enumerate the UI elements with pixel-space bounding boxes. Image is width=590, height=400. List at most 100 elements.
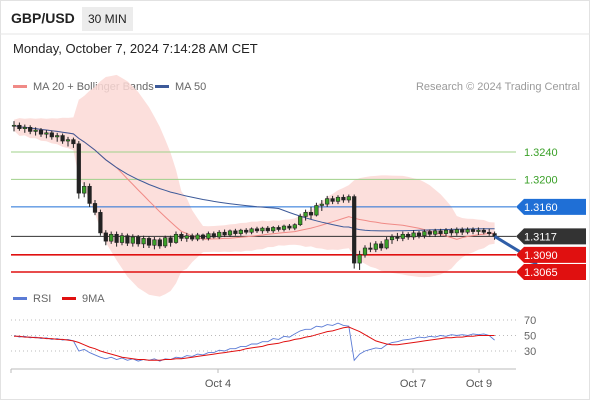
candle-body-up <box>465 229 470 233</box>
candle-body-up <box>400 233 405 239</box>
candle-body-up <box>373 243 378 250</box>
candle <box>254 226 260 233</box>
candle <box>82 182 87 198</box>
candle <box>389 234 395 244</box>
candle-body-down <box>460 229 465 233</box>
candle-body-up <box>443 229 449 234</box>
candle <box>341 194 346 203</box>
candle <box>379 241 384 251</box>
candle <box>92 200 98 216</box>
candle-body-up <box>346 196 351 201</box>
candle-body-down <box>17 124 22 129</box>
candle <box>157 237 162 249</box>
candle-body-up <box>163 237 168 247</box>
price-level-tag <box>516 228 586 245</box>
candle-body-down <box>87 185 92 204</box>
price-level-tag <box>516 198 586 215</box>
candle-body-up <box>44 132 49 135</box>
candle <box>17 122 22 131</box>
candle <box>416 230 422 239</box>
candle <box>136 234 141 247</box>
candle-body-up <box>357 254 362 264</box>
price-level-label: 1.3240 <box>524 147 558 159</box>
candle <box>427 229 432 238</box>
candle-body-down <box>190 235 195 240</box>
candle <box>465 227 470 235</box>
candle-body-up <box>227 230 233 236</box>
candle-body-down <box>136 236 141 245</box>
symbol-title: GBP/USD <box>11 10 75 26</box>
candle-body-up <box>130 236 135 244</box>
rsi-tick-label: 50 <box>524 331 536 343</box>
candle <box>211 231 216 239</box>
candle-body-down <box>244 229 249 233</box>
candle-body-down <box>481 229 486 233</box>
x-tick-label: Oct 7 <box>400 378 426 390</box>
candle-body-down <box>416 232 422 236</box>
candle-body-up <box>65 139 71 142</box>
rsi-panel: 70 50 30 <box>11 315 536 362</box>
candle-body-down <box>330 198 335 202</box>
candle-body-up <box>411 232 416 238</box>
candle-body-down <box>276 227 281 230</box>
candle-body-up <box>433 230 438 235</box>
candle <box>411 230 416 240</box>
candle <box>195 232 200 242</box>
candle <box>249 227 254 235</box>
chart-header: GBP/USD 30 MIN <box>0 0 590 38</box>
candle-body-down <box>254 228 260 232</box>
candle-body-up <box>184 235 189 239</box>
candle <box>303 209 308 221</box>
candle <box>271 226 276 233</box>
candle <box>298 213 303 227</box>
candle <box>492 231 497 240</box>
candle-body-down <box>125 235 130 244</box>
candles <box>11 121 497 270</box>
moving-averages <box>13 124 495 240</box>
timestamp: Monday, October 7, 2024 7:14:28 AM CET <box>13 41 258 56</box>
price-level-label: 1.3065 <box>524 267 558 279</box>
candle-body-down <box>492 233 497 237</box>
candle-body-up <box>271 227 276 232</box>
candle <box>352 194 357 269</box>
x-axis: Oct 4 Oct 7 Oct 9 <box>10 369 492 390</box>
ma50-legend-label: MA 50 <box>175 81 206 93</box>
rsi-legend: RSI 9MA <box>13 293 105 305</box>
candle <box>233 228 238 236</box>
price-labels: 1.3240 1.3200 1.3160 1.3117 1.3090 1.3065 <box>516 147 586 280</box>
rsi-line <box>13 322 495 362</box>
candle-body-down <box>470 229 476 232</box>
price-level-tag <box>516 246 586 263</box>
candle <box>55 132 60 142</box>
candle-body-up <box>319 203 324 206</box>
candle <box>276 225 281 232</box>
ma9-legend-swatch <box>62 297 76 300</box>
candle <box>163 235 168 248</box>
rsi-legend-swatch <box>13 297 27 300</box>
candle-body-up <box>119 235 125 243</box>
candle <box>308 206 314 220</box>
rsi-ma-line <box>14 326 495 361</box>
candle <box>49 130 54 140</box>
candle-body-down <box>406 233 411 238</box>
ma9-legend-label: 9MA <box>82 293 105 305</box>
candle-body-down <box>92 203 98 213</box>
candle-body-up <box>362 247 368 256</box>
candle-body-down <box>146 238 152 246</box>
ma50-legend-swatch <box>155 85 169 88</box>
rsi-tick-label: 70 <box>524 315 536 327</box>
candle <box>319 200 324 211</box>
candle <box>173 231 179 244</box>
candle <box>76 141 81 199</box>
candle <box>130 234 135 247</box>
candle <box>206 231 211 241</box>
candle <box>470 227 476 235</box>
candle <box>438 228 443 237</box>
price-level-label: 1.3160 <box>524 202 558 214</box>
candle-body-up <box>173 233 179 243</box>
candle-body-up <box>454 229 459 234</box>
candle <box>33 127 38 136</box>
timeframe-badge[interactable]: 30 MIN <box>82 7 133 31</box>
ma20-legend-swatch <box>13 85 27 88</box>
candle <box>287 224 292 231</box>
